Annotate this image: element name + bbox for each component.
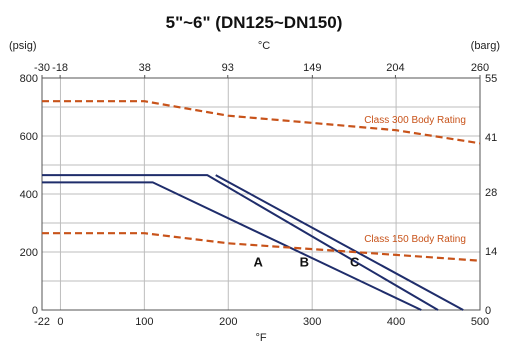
y-tick-label: 600: [20, 131, 38, 143]
y2-tick-label: 0: [485, 305, 491, 317]
y-tick-label: 0: [32, 305, 38, 317]
x2-tick-label: 38: [139, 62, 151, 74]
x-tick-label: 200: [219, 316, 237, 328]
series-layer: [42, 100, 481, 311]
y-tick-label: 400: [20, 189, 38, 201]
y-tick-label: 200: [20, 247, 38, 259]
annotation-class-150-body-rating: Class 150 Body Rating: [364, 234, 466, 245]
curve-label-a: A: [253, 255, 263, 270]
x2-tick-label: -18: [52, 62, 68, 74]
x2-tick-label: 149: [303, 62, 321, 74]
series-line-c: [215, 174, 464, 311]
x2-axis-label: °C: [258, 40, 270, 52]
plot-frame: [41, 77, 481, 311]
x-tick-label: 500: [471, 316, 489, 328]
series-line-b: [42, 174, 439, 311]
chart-title: 5"~6" (DN125~DN150): [166, 13, 343, 32]
annotation-class-300-body-rating: Class 300 Body Rating: [364, 115, 466, 126]
grid: [41, 75, 481, 311]
y2-tick-label: 14: [485, 246, 497, 258]
x2-tick-label: 93: [222, 62, 234, 74]
y2-tick-label: 41: [485, 132, 497, 144]
x-tick-label: 100: [135, 316, 153, 328]
series-line-a: [42, 181, 422, 311]
tick-labels: -22 0 100 200 300 400 500-30 -18 38 93 149 204 26002…: [20, 62, 498, 328]
annotations: A B C Class 150 Body Rating Class 300 Body R…: [253, 115, 465, 270]
x-tick-label: -22: [34, 316, 50, 328]
x-tick-label: 0: [57, 316, 63, 328]
x-tick-label: 300: [303, 316, 321, 328]
y-axis-unit: (psig): [9, 40, 37, 52]
y2-axis-unit: (barg): [471, 40, 500, 52]
y-tick-label: 800: [20, 73, 38, 85]
curve-label-c: C: [350, 255, 360, 270]
x-axis-label: °F: [255, 332, 266, 344]
x-tick-label: 400: [387, 316, 405, 328]
x2-tick-label: -30: [34, 62, 50, 74]
x2-tick-label: 260: [471, 62, 489, 74]
series-line-class-150-body-rating: [42, 232, 481, 262]
x2-tick-label: 204: [386, 62, 404, 74]
y2-tick-label: 55: [485, 73, 497, 85]
curve-label-b: B: [300, 255, 309, 270]
y2-tick-label: 28: [485, 187, 497, 199]
